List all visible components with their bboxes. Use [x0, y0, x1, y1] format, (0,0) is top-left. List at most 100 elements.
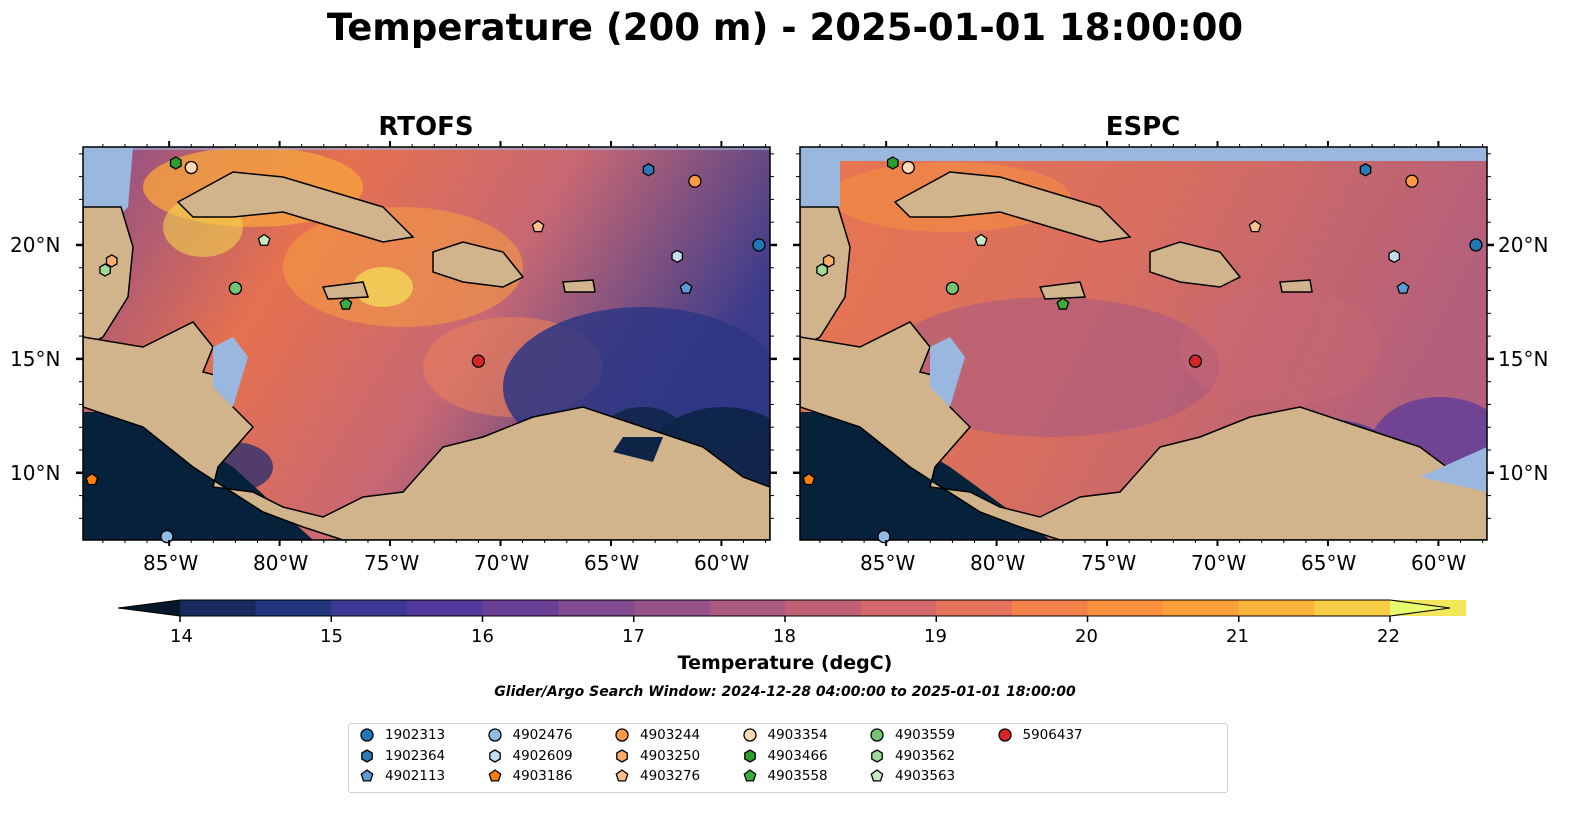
- legend-label: 4903244: [640, 727, 701, 743]
- legend-item: 4903244: [614, 727, 700, 743]
- colorbar-tick-label: 22: [1377, 626, 1400, 647]
- legend-label: 5906437: [1022, 727, 1083, 743]
- float-marker-1902313: [752, 238, 766, 252]
- legend-marker: [997, 728, 1012, 742]
- legend-item: 4903562: [869, 748, 955, 764]
- legend-marker-icon: [997, 728, 1012, 742]
- legend-marker: [870, 728, 884, 742]
- panel-title-rtofs: RTOFS: [378, 112, 474, 142]
- legend-marker-icon: [488, 769, 501, 782]
- legend-item: 4903466: [742, 748, 828, 764]
- colorbar-label: Temperature (degC): [677, 652, 893, 674]
- legend-item: 4903276: [614, 768, 700, 784]
- colorbar-tick-label: 14: [170, 626, 193, 647]
- colorbar-tick-label: 19: [924, 626, 947, 647]
- legend-label: 4903250: [640, 747, 701, 764]
- float-marker-4903559: [945, 281, 960, 295]
- colorbar-segment: [1011, 600, 1088, 616]
- legend-label: 4903276: [640, 768, 701, 784]
- puerto-rico-island: [562, 279, 596, 293]
- colorbar-segment: [1238, 600, 1315, 616]
- map-panel-rtofs: [82, 146, 771, 544]
- shelf-water: [213, 337, 248, 407]
- figure-title: Temperature (200 m) - 2025-01-01 18:00:0…: [326, 6, 1244, 49]
- legend-marker-icon: [742, 728, 757, 742]
- lon-tick-label: 70°W: [474, 551, 530, 575]
- float-marker-4903558: [339, 297, 353, 310]
- float-marker-4903559: [228, 281, 243, 295]
- legend-item: 4903354: [742, 727, 828, 743]
- lon-tick-label: 85°W: [143, 551, 199, 575]
- legend-marker: [361, 748, 373, 763]
- colorbar-segment: [482, 600, 559, 616]
- legend-marker: [871, 748, 883, 763]
- legend-label: 4903559: [895, 727, 956, 743]
- legend-marker: [360, 769, 374, 782]
- float-marker-4903558: [1056, 297, 1070, 310]
- lon-tick-label: 60°W: [1411, 551, 1467, 575]
- float-marker-4903244: [1405, 174, 1419, 188]
- legend-marker-icon: [360, 728, 374, 742]
- float-marker-5906437: [1188, 354, 1203, 368]
- no-data-strip: [800, 147, 1487, 161]
- jamaica-island: [1038, 281, 1087, 300]
- float-marker-1902364: [1359, 163, 1372, 177]
- legend-item: 4903558: [742, 768, 828, 784]
- axis-ticks: [76, 141, 1494, 546]
- colorbar-tick-label: 16: [471, 626, 494, 647]
- colorbar-segment: [1163, 600, 1240, 616]
- yucatan-landmass: [800, 206, 851, 348]
- panel-title-espc: ESPC: [1105, 112, 1181, 142]
- legend-label: 4903466: [767, 747, 828, 764]
- legend-label: 1902364: [385, 747, 446, 764]
- map-frame: [82, 146, 771, 541]
- colorbar-tick-label: 17: [622, 626, 645, 647]
- legend-item: 4902113: [359, 768, 445, 784]
- hispaniola-island: [1149, 241, 1242, 288]
- float-marker-1902313: [1469, 238, 1483, 252]
- puerto-rico-island: [1279, 279, 1313, 293]
- legend-marker: [487, 728, 502, 742]
- legend-marker-icon: [487, 728, 502, 742]
- search-window-text: Glider/Argo Search Window: 2024-12-28 04…: [494, 684, 1076, 700]
- legend-item: 4903559: [869, 727, 955, 743]
- colorbar-segment: [1087, 600, 1164, 616]
- float-marker-4902609: [1388, 249, 1401, 264]
- colorbar-segment: [558, 600, 635, 616]
- legend-label: 4902609: [512, 747, 573, 764]
- legend-marker: [743, 748, 756, 763]
- legend-item: 4902609: [487, 748, 573, 764]
- legend-label: 4903558: [767, 768, 828, 784]
- float-marker-4903244: [688, 174, 702, 188]
- legend-marker: [870, 769, 884, 782]
- legend-marker: [742, 728, 757, 742]
- map-frame: [799, 146, 1488, 541]
- colorbar-segment: [633, 600, 710, 616]
- float-marker-4903186: [802, 472, 816, 486]
- legend-marker-icon: [360, 769, 374, 782]
- colorbar-segment: [936, 600, 1013, 616]
- legend-item: 4903186: [487, 768, 573, 784]
- legend-marker-icon: [615, 728, 629, 742]
- cuba-island: [893, 171, 1132, 243]
- colorbar-segment: [709, 600, 786, 616]
- legend-label: 4903354: [767, 727, 828, 743]
- colorbar-segment: [785, 600, 862, 616]
- lon-tick-label: 60°W: [694, 551, 750, 575]
- legend-marker: [488, 769, 501, 782]
- legend-label: 4903563: [895, 768, 956, 784]
- lon-tick-label: 70°W: [1191, 551, 1247, 575]
- legend-marker: [616, 748, 628, 763]
- float-marker-4903276: [531, 219, 545, 233]
- colorbar-segment: [860, 600, 937, 616]
- float-marker-4903354: [901, 160, 915, 175]
- legend-item: 4903563: [869, 768, 955, 784]
- float-marker-4902609: [671, 249, 684, 264]
- legend-marker: [743, 769, 756, 782]
- lat-tick-label: 10°N: [1498, 461, 1549, 485]
- float-marker-4903562: [99, 263, 111, 277]
- shelf-water: [930, 337, 965, 407]
- legend-marker: [615, 769, 629, 782]
- lon-tick-label: 85°W: [860, 551, 916, 575]
